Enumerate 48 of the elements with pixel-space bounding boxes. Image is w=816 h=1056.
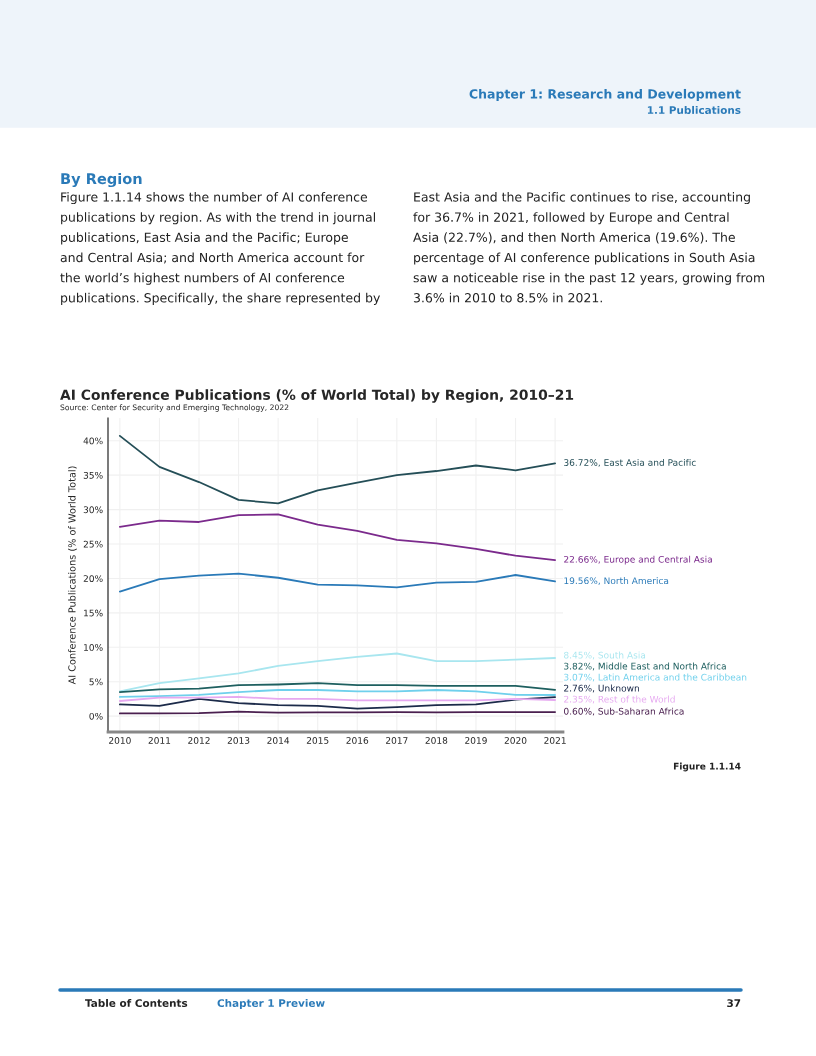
- line-series: [118, 513, 556, 562]
- y-tick-label: 25%: [83, 540, 103, 548]
- text: 0.60%, Sub-Saharan Africa: [564, 707, 684, 716]
- x-tick-label: 2021: [544, 737, 566, 744]
- y-tick-label: 0%: [89, 712, 103, 720]
- text: 3.07%, Latin America and the Caribbean: [564, 673, 747, 682]
- text: 19.56%, North America: [564, 577, 669, 586]
- caption: Figure 1.1.14 shows the number of AI conference publications by region. As with the trend in journal publications, East Asia and the Pacific; Europe and Central Asia; and North America account for the world’s highest numbers of AI conference publications. Specifically, the share represented by: [60, 192, 380, 305]
- text: 3.82%, Middle East and North Africa: [564, 662, 726, 671]
- x-tick-label: 2018: [425, 737, 448, 744]
- text: Chapter 1: Research and Development: [469, 88, 741, 102]
- line-series: [118, 689, 556, 698]
- line-series: [118, 696, 556, 710]
- text: Chapter 1 Preview: [217, 998, 325, 1010]
- x-tick-label: 2020: [504, 737, 527, 744]
- x-tick-label: 2019: [465, 737, 487, 744]
- text: East Asia and the Pacific continues to rise, accounting for 36.7% in 2021, followed by Europe and Central Asia (22.7%), and then North America (19.6%). The percentage of AI conference publications in South Asia saw a noticeable rise in the past 12 years, growing from 3.6% in 2010 to 8.5% in 2021.: [413, 192, 765, 303]
- y-tick-label: 5%: [89, 678, 103, 686]
- x-tick-label: 2013: [227, 737, 250, 744]
- text: 22.66%, Europe and Central Asia: [564, 555, 712, 565]
- x-tick-label: 2011: [148, 737, 171, 744]
- x-tick-label: 2016: [346, 737, 369, 744]
- x-tick-label: 2015: [306, 737, 329, 744]
- line-series: [118, 682, 556, 693]
- y-tick-label: 30%: [83, 506, 103, 514]
- y-tick-label: 15%: [84, 609, 103, 617]
- text: 2.35%, Rest of the World: [564, 695, 675, 704]
- y-tick-label: 20%: [83, 575, 103, 582]
- line-series: [118, 652, 556, 693]
- text: Table of Contents: [85, 998, 188, 1008]
- text: By Region: [61, 172, 142, 188]
- y-axis-title: AI Conference Publications (% of World Total): [68, 466, 77, 685]
- text: 8.45%, South Asia: [564, 651, 646, 660]
- x-tick-label: 2010: [109, 737, 131, 744]
- x-tick-label: 2017: [386, 737, 408, 744]
- y-tick-label: 40%: [83, 437, 103, 445]
- caption: Figure 1.1.14: [673, 762, 741, 772]
- x-tick-label: 2014: [267, 737, 290, 744]
- text: 37: [727, 999, 741, 1008]
- chart-title: AI Conference Publications (% of World Total) by Region, 2010–21: [60, 389, 574, 403]
- line-series: [118, 434, 556, 505]
- y-tick-label: 35%: [83, 471, 103, 479]
- text: 2.76%, Unknown: [564, 684, 639, 693]
- x-tick-label: 2012: [188, 737, 210, 744]
- text: 36.72%, East Asia and Pacific: [564, 458, 696, 467]
- y-tick-label: 10%: [84, 644, 103, 651]
- line-series: [118, 572, 556, 593]
- text: 1.1 Publications: [647, 105, 741, 115]
